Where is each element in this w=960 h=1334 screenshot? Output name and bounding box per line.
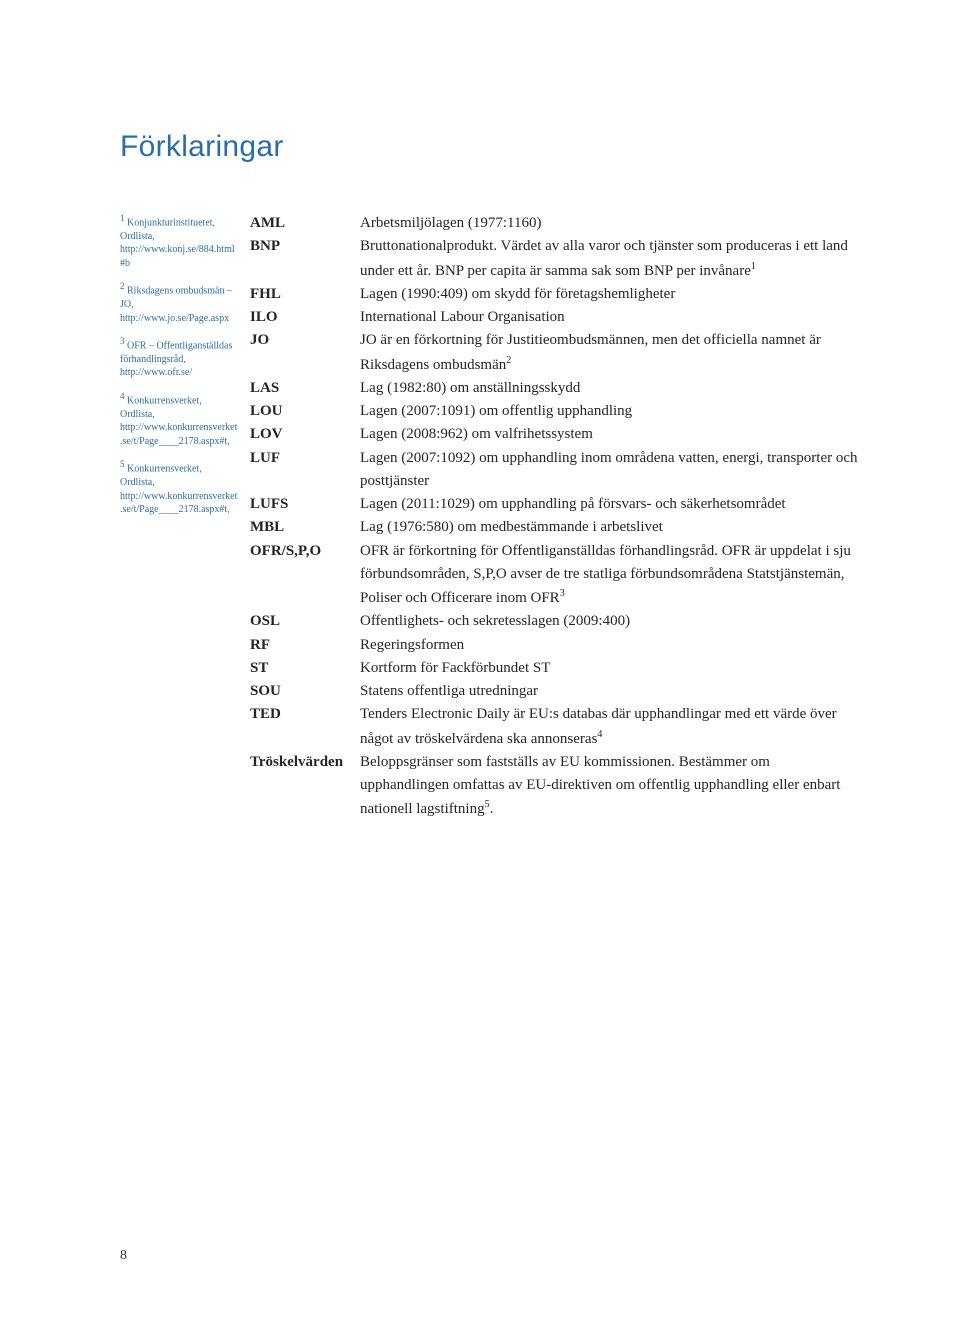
glossary-definition: Kortform för Fackförbundet ST <box>360 657 860 680</box>
glossary-definition-text: Lagen (2011:1029) om upphandling på förs… <box>360 496 786 512</box>
glossary-row: LUFLagen (2007:1092) om upphandling inom… <box>250 447 860 494</box>
glossary-term: BNP <box>250 235 360 258</box>
glossary-row: SOUStatens offentliga utredningar <box>250 680 860 703</box>
glossary-term: OSL <box>250 610 360 633</box>
content-area: 1 Konjunkturinstituetet, Ordlista, http:… <box>120 212 860 822</box>
glossary-term: JO <box>250 329 360 352</box>
glossary-definition: Lagen (2007:1091) om offentlig upphandli… <box>360 400 860 423</box>
glossary-term: RF <box>250 634 360 657</box>
glossary-definition-text: Kortform för Fackförbundet ST <box>360 660 550 676</box>
glossary-term: MBL <box>250 516 360 539</box>
sidenote-text: Konkurrensverket, Ordlista, http://www.k… <box>120 464 237 516</box>
glossary-definition-text: Lagen (2007:1092) om upphandling inom om… <box>360 450 858 489</box>
glossary-definition: Statens offentliga utredningar <box>360 680 860 703</box>
glossary-definition: Lagen (1990:409) om skydd för företagshe… <box>360 283 860 306</box>
glossary-definition: OFR är förkortning för Offentliganställd… <box>360 540 860 611</box>
glossary-term: SOU <box>250 680 360 703</box>
sidenote-text: Riksdagens ombudsmän – JO, http://www.jo… <box>120 286 232 324</box>
page-title: Förklaringar <box>120 130 860 164</box>
glossary-term: LAS <box>250 377 360 400</box>
footnote-ref: 2 <box>506 355 511 366</box>
sidenote: 4 Konkurrensverket, Ordlista, http://www… <box>120 390 238 448</box>
glossary-term: LOU <box>250 400 360 423</box>
glossary-table: AMLArbetsmiljölagen (1977:1160)BNPBrutto… <box>250 212 860 822</box>
glossary-row: AMLArbetsmiljölagen (1977:1160) <box>250 212 860 235</box>
glossary-definition: Lag (1976:580) om medbestämmande i arbet… <box>360 516 860 539</box>
glossary-definition: Regeringsformen <box>360 634 860 657</box>
glossary-definition-trailing: . <box>490 801 494 817</box>
glossary-term: FHL <box>250 283 360 306</box>
glossary-term: LUF <box>250 447 360 470</box>
glossary-term: ST <box>250 657 360 680</box>
glossary-definition: Bruttonationalprodukt. Värdet av alla va… <box>360 235 860 283</box>
glossary-definition-text: Lag (1982:80) om anställningsskydd <box>360 380 580 396</box>
sidenote-text: Konjunkturinstituetet, Ordlista, http://… <box>120 217 235 269</box>
sidenotes-column: 1 Konjunkturinstituetet, Ordlista, http:… <box>120 212 250 527</box>
glossary-definition-text: Offentlighets- och sekretesslagen (2009:… <box>360 613 630 629</box>
glossary-definition: Lagen (2007:1092) om upphandling inom om… <box>360 447 860 494</box>
glossary-term: LUFS <box>250 493 360 516</box>
glossary-definition-text: Beloppsgränser som fastställs av EU komm… <box>360 754 840 818</box>
glossary-row: ILOInternational Labour Organisation <box>250 306 860 329</box>
glossary-definition: International Labour Organisation <box>360 306 860 329</box>
sidenote: 1 Konjunkturinstituetet, Ordlista, http:… <box>120 212 238 270</box>
glossary-definition-text: OFR är förkortning för Offentliganställd… <box>360 543 851 607</box>
sidenote: 3 OFR – Offentliganställdas förhandlings… <box>120 335 238 380</box>
glossary-term: AML <box>250 212 360 235</box>
glossary-definition-text: Lagen (2008:962) om valfrihetssystem <box>360 426 593 442</box>
footnote-ref: 1 <box>751 261 756 272</box>
glossary-definition: Lag (1982:80) om anställningsskydd <box>360 377 860 400</box>
glossary-definition: Lagen (2008:962) om valfrihetssystem <box>360 423 860 446</box>
glossary-row: LASLag (1982:80) om anställningsskydd <box>250 377 860 400</box>
footnote-ref: 4 <box>597 729 602 740</box>
document-page: Förklaringar 1 Konjunkturinstituetet, Or… <box>0 0 960 1334</box>
glossary-row: LOULagen (2007:1091) om offentlig upphan… <box>250 400 860 423</box>
glossary-row: BNPBruttonationalprodukt. Värdet av alla… <box>250 235 860 283</box>
sidenote-text: OFR – Offentliganställdas förhandlingsrå… <box>120 340 232 378</box>
glossary-row: TEDTenders Electronic Daily är EU:s data… <box>250 703 860 751</box>
glossary-definition-text: Lag (1976:580) om medbestämmande i arbet… <box>360 519 663 535</box>
page-number: 8 <box>120 1248 127 1264</box>
glossary-definition: JO är en förkortning för Justitieombudsm… <box>360 329 860 377</box>
glossary-row: FHLLagen (1990:409) om skydd för företag… <box>250 283 860 306</box>
footnote-ref: 3 <box>560 588 565 599</box>
glossary-term: ILO <box>250 306 360 329</box>
glossary-definition-text: International Labour Organisation <box>360 309 565 325</box>
sidenote: 2 Riksdagens ombudsmän – JO, http://www.… <box>120 280 238 325</box>
glossary-term: OFR/S,P,O <box>250 540 360 563</box>
glossary-row: TröskelvärdenBeloppsgränser som faststäl… <box>250 751 860 822</box>
glossary-definition-text: JO är en förkortning för Justitieombudsm… <box>360 332 821 372</box>
glossary-definition-text: Statens offentliga utredningar <box>360 683 538 699</box>
glossary-definition: Tenders Electronic Daily är EU:s databas… <box>360 703 860 751</box>
glossary-term: LOV <box>250 423 360 446</box>
glossary-term: Tröskelvärden <box>250 751 360 774</box>
glossary-definition-text: Lagen (2007:1091) om offentlig upphandli… <box>360 403 632 419</box>
glossary-row: MBLLag (1976:580) om medbestämmande i ar… <box>250 516 860 539</box>
glossary-definition-text: Arbetsmiljölagen (1977:1160) <box>360 215 542 231</box>
sidenote: 5 Konkurrensverket, Ordlista, http://www… <box>120 458 238 516</box>
glossary-row: LOVLagen (2008:962) om valfrihetssystem <box>250 423 860 446</box>
glossary-row: OFR/S,P,OOFR är förkortning för Offentli… <box>250 540 860 611</box>
glossary-definition: Arbetsmiljölagen (1977:1160) <box>360 212 860 235</box>
glossary-definition: Beloppsgränser som fastställs av EU komm… <box>360 751 860 822</box>
glossary-definition-text: Tenders Electronic Daily är EU:s databas… <box>360 706 837 746</box>
glossary-row: LUFSLagen (2011:1029) om upphandling på … <box>250 493 860 516</box>
glossary-row: OSLOffentlighets- och sekretesslagen (20… <box>250 610 860 633</box>
glossary-row: STKortform för Fackförbundet ST <box>250 657 860 680</box>
glossary-definition-text: Bruttonationalprodukt. Värdet av alla va… <box>360 238 848 278</box>
glossary-definition-text: Regeringsformen <box>360 637 464 653</box>
glossary-term: TED <box>250 703 360 726</box>
glossary-row: JOJO är en förkortning för Justitieombud… <box>250 329 860 377</box>
sidenote-text: Konkurrensverket, Ordlista, http://www.k… <box>120 395 237 447</box>
glossary-definition-text: Lagen (1990:409) om skydd för företagshe… <box>360 286 675 302</box>
glossary-definition: Lagen (2011:1029) om upphandling på förs… <box>360 493 860 516</box>
glossary-definition: Offentlighets- och sekretesslagen (2009:… <box>360 610 860 633</box>
glossary-row: RFRegeringsformen <box>250 634 860 657</box>
